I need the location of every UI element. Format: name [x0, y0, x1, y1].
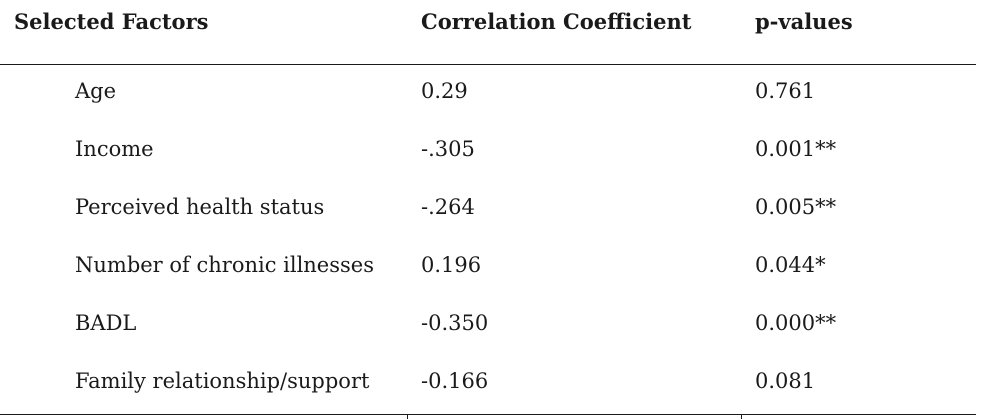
coefficient-cell: -0.166 — [421, 369, 489, 393]
coefficient-cell: -.264 — [421, 195, 475, 219]
column-divider-tick — [741, 414, 742, 419]
table-row: Number of chronic illnesses 0.196 0.044* — [0, 238, 976, 296]
factor-cell: Family relationship/support — [75, 369, 370, 393]
coefficient-cell: 0.196 — [421, 253, 482, 277]
factor-cell: Income — [75, 137, 154, 161]
factor-cell: Number of chronic illnesses — [75, 253, 374, 277]
p-value-cell: 0.761 — [755, 79, 816, 103]
factor-cell: Age — [75, 79, 117, 103]
table-row: Income -.305 0.001** — [0, 122, 976, 180]
coefficient-cell: 0.29 — [421, 79, 468, 103]
header-p-values: p-values — [755, 9, 853, 34]
table-row: Perceived health status -.264 0.005** — [0, 180, 976, 238]
p-value-cell: 0.005** — [755, 195, 837, 219]
factor-cell: BADL — [75, 311, 137, 335]
p-value-cell: 0.044* — [755, 253, 826, 277]
table-header-row: Selected Factors Correlation Coefficient… — [0, 0, 976, 65]
header-selected-factors: Selected Factors — [14, 9, 209, 34]
table-row: Age 0.29 0.761 — [0, 64, 976, 122]
p-value-cell: 0.001** — [755, 137, 837, 161]
p-value-cell: 0.081 — [755, 369, 816, 393]
header-correlation-coefficient: Correlation Coefficient — [421, 9, 692, 34]
factor-cell: Perceived health status — [75, 195, 325, 219]
coefficient-cell: -0.350 — [421, 311, 489, 335]
column-divider-tick — [407, 414, 408, 419]
coefficient-cell: -.305 — [421, 137, 475, 161]
table-row: BADL -0.350 0.000** — [0, 296, 976, 354]
p-value-cell: 0.000** — [755, 311, 837, 335]
table-row: Family relationship/support -0.166 0.081 — [0, 354, 976, 412]
